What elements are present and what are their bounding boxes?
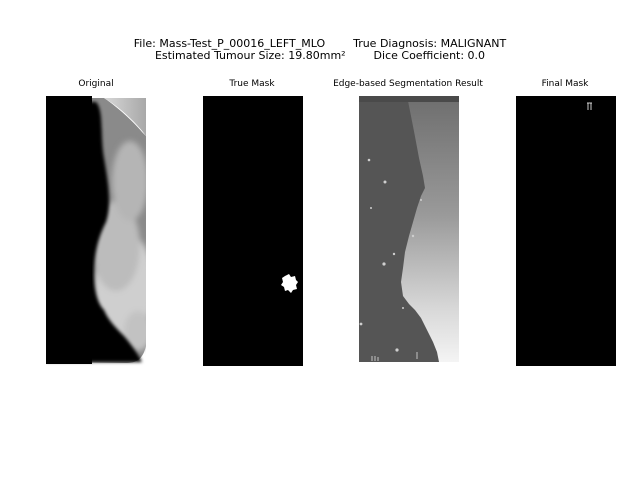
edge-segmentation-image bbox=[359, 96, 459, 366]
panel-title-original: Original bbox=[78, 79, 114, 89]
panel-title-edge-segmentation: Edge-based Segmentation Result bbox=[333, 79, 483, 89]
panel-title-true-mask: True Mask bbox=[229, 79, 275, 89]
final-mask-artifact bbox=[587, 102, 592, 110]
original-mammogram-image bbox=[46, 96, 146, 366]
tumour-mask-blob bbox=[281, 274, 298, 293]
panel-title-final-mask: Final Mask bbox=[541, 79, 589, 89]
figure-title-line-2: Estimated Tumour Size: 19.80mm² Dice Coe… bbox=[154, 49, 486, 62]
final-mask-image bbox=[516, 96, 616, 366]
figure-title-line-1: File: Mass-Test_P_00016_LEFT_MLO True Di… bbox=[133, 37, 507, 50]
true-mask-image bbox=[203, 96, 303, 366]
